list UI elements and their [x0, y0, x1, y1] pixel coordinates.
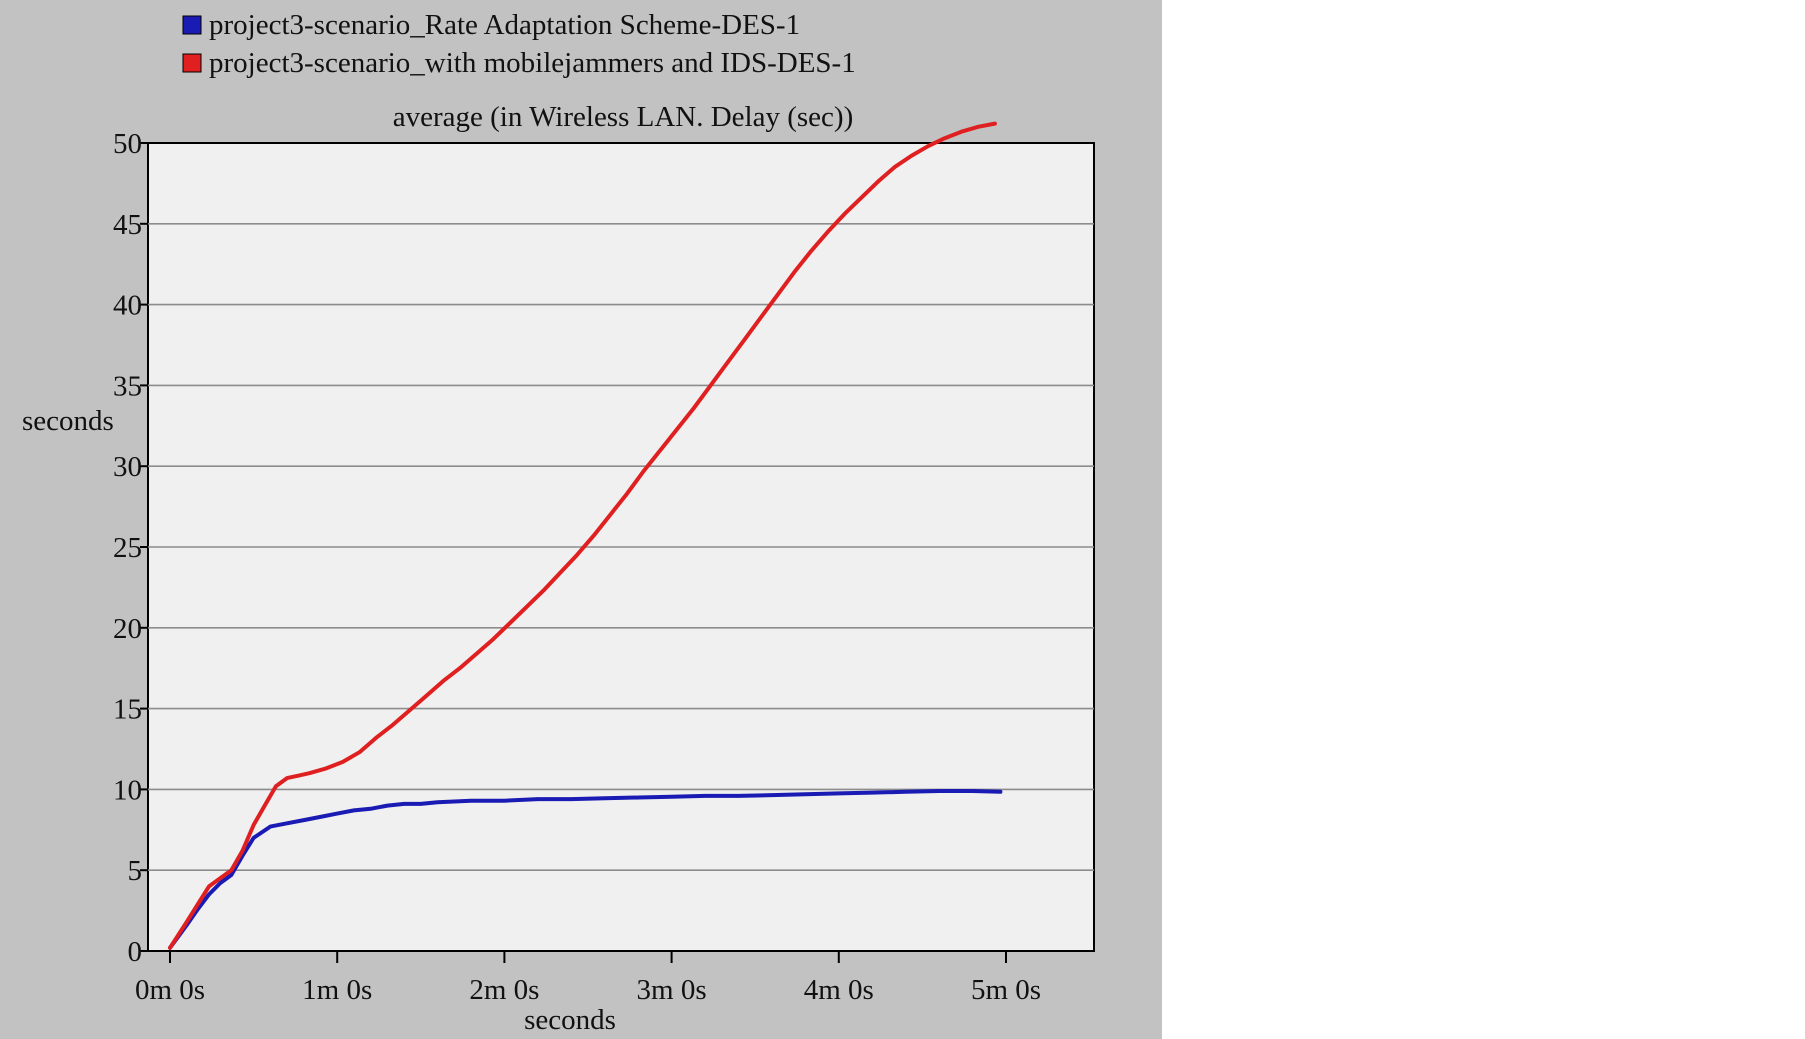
x-tick-label: 4m 0s: [804, 974, 874, 1006]
y-tick-label: 15: [113, 694, 142, 726]
legend-swatch-series-1: [182, 15, 202, 35]
legend-label-series-1: project3-scenario_Rate Adaptation Scheme…: [209, 9, 800, 41]
legend-item-series-1: project3-scenario_Rate Adaptation Scheme…: [182, 9, 800, 41]
y-tick-label: 25: [113, 532, 142, 564]
y-axis-label: seconds: [22, 405, 114, 437]
legend-swatch-series-2: [182, 53, 202, 73]
y-tick-label: 45: [113, 209, 142, 241]
y-tick-label: 20: [113, 613, 142, 645]
series-lines: [168, 121, 1003, 950]
chart-panel: project3-scenario_Rate Adaptation Scheme…: [0, 0, 1162, 1039]
legend: project3-scenario_Rate Adaptation Scheme…: [182, 9, 856, 79]
y-tick-label: 10: [113, 774, 142, 806]
y-tick-label: 30: [113, 451, 142, 483]
x-axis-label: seconds: [524, 1004, 616, 1036]
y-tick-label: 40: [113, 290, 142, 322]
y-tick-label: 0: [128, 936, 143, 968]
x-tick-label: 0m 0s: [135, 974, 205, 1006]
legend-item-series-2: project3-scenario_with mobilejammers and…: [182, 47, 856, 79]
x-tick-label: 3m 0s: [637, 974, 707, 1006]
y-tick-label: 35: [113, 370, 142, 402]
series-line-1: [168, 789, 1003, 950]
chart-title: average (in Wireless LAN. Delay (sec)): [393, 101, 853, 133]
x-tick-label: 1m 0s: [302, 974, 372, 1006]
x-tick-label: 5m 0s: [971, 974, 1041, 1006]
x-tick-label: 2m 0s: [469, 974, 539, 1006]
y-tick-label: 50: [113, 128, 142, 160]
grid-lines: [148, 223, 1094, 872]
legend-label-series-2: project3-scenario_with mobilejammers and…: [209, 47, 856, 79]
series-line-2: [168, 121, 997, 950]
line-chart: project3-scenario_Rate Adaptation Scheme…: [22, 9, 1095, 1036]
axes: 0 5 10 15 20 25 30 35 40 45 50 0m 0s 1m 0s 2m 0s 3m 0s…: [113, 128, 1041, 1006]
y-tick-label: 5: [128, 855, 143, 887]
